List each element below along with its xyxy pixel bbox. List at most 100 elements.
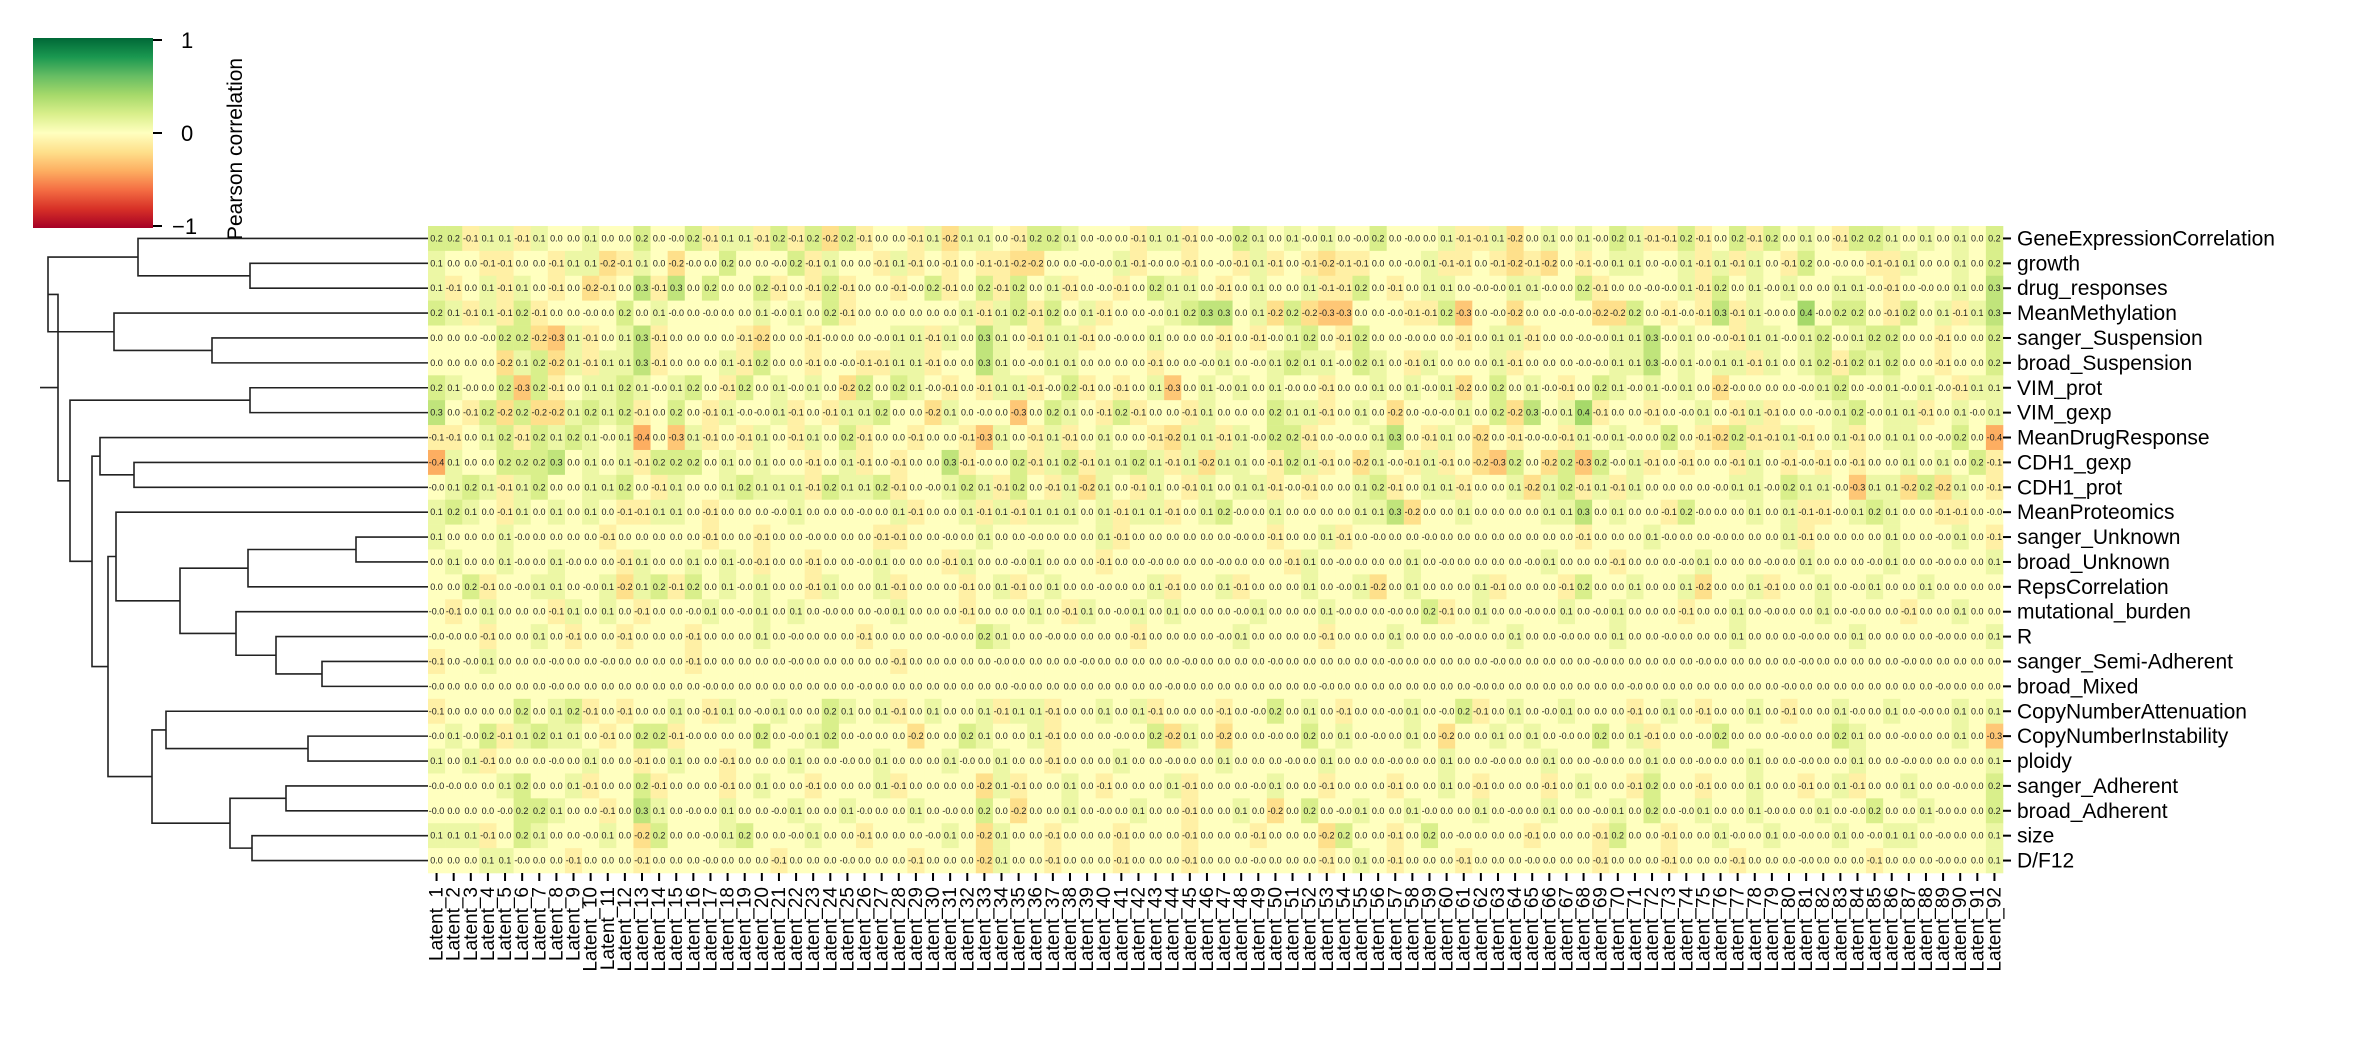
dendrogram-link [275, 635, 428, 675]
cell-value-label: 0.1 [756, 582, 769, 592]
cell-value-label: 0.2 [1372, 233, 1385, 243]
cell-value-label: 0.0 [1252, 806, 1265, 816]
cell-value-label: 0.1 [1509, 482, 1522, 492]
cell-value-label: 0.0 [1543, 656, 1556, 666]
cell-value-label: -0.0 [1867, 831, 1883, 841]
cell-value-label: 0.0 [1629, 283, 1642, 293]
heatmap-cell [1968, 250, 1987, 277]
cell-value-label: 0.0 [1269, 756, 1282, 766]
cell-value-label: 0.1 [1166, 308, 1179, 318]
cell-value-label: 0.1 [1868, 582, 1881, 592]
cell-value-label: 0.2 [1594, 731, 1607, 741]
cell-value-label: 0.1 [550, 433, 563, 443]
cell-value-label: -0.0 [463, 731, 479, 741]
cell-value-label: 0.1 [1509, 706, 1522, 716]
heatmap-cell [1626, 250, 1644, 277]
cell-value-label: 0.1 [687, 557, 700, 567]
cell-value-label: 0.1 [567, 607, 580, 617]
heatmap-cell [1078, 226, 1096, 252]
heatmap-cell [907, 300, 925, 326]
cell-value-label: 0.0 [1851, 258, 1864, 268]
cell-value-label: -0.0 [1593, 656, 1609, 666]
cell-value-label: 0.2 [1903, 308, 1916, 318]
cell-value-label: -0.0 [549, 656, 565, 666]
cell-value-label: 0.0 [824, 756, 837, 766]
cell-value-label: 0.0 [1184, 358, 1197, 368]
cell-value-label: 0.0 [1749, 383, 1762, 393]
cell-value-label: 0.0 [1714, 408, 1727, 418]
cell-value-label: -0.0 [1439, 706, 1455, 716]
cell-value-label: -0.0 [1096, 283, 1112, 293]
cell-value-label: 0.0 [567, 308, 580, 318]
cell-value-label: 0.1 [721, 557, 734, 567]
cell-value-label: -0.1 [1679, 607, 1695, 617]
cell-value-label: -0.2 [1165, 731, 1181, 741]
heatmap-cell [667, 300, 686, 326]
colorbar-tick-label: 1 [181, 28, 193, 53]
cell-value-label: -0.0 [1713, 532, 1729, 542]
cell-value-label: 0.1 [1885, 433, 1898, 443]
heatmap-cell [1609, 325, 1627, 351]
cell-value-label: 0.0 [1081, 781, 1094, 791]
cell-value-label: 0.0 [1766, 656, 1779, 666]
cell-value-label: 0.0 [756, 681, 769, 691]
cell-value-label: 0.0 [1492, 681, 1505, 691]
cell-value-label: 0.1 [687, 433, 700, 443]
cell-value-label: 0.0 [858, 532, 871, 542]
cell-value-label: 0.0 [1834, 632, 1847, 642]
heatmap-cell [1540, 250, 1559, 277]
cell-value-label: -0.0 [840, 358, 856, 368]
heatmap-cell [1677, 300, 1696, 326]
cell-value-label: 0.1 [756, 433, 769, 443]
cell-value-label: -0.1 [1045, 856, 1061, 866]
cell-value-label: -0.0 [1935, 557, 1951, 567]
heatmap-cell [513, 350, 532, 376]
cell-value-label: 0.1 [910, 383, 923, 393]
cell-value-label: 0.0 [721, 433, 734, 443]
heatmap-cell [650, 250, 668, 277]
cell-value-label: 0.3 [1526, 408, 1539, 418]
cell-value-label: 0.0 [1783, 856, 1796, 866]
heatmap-cell [462, 350, 480, 376]
cell-value-label: 0.3 [1218, 308, 1231, 318]
cell-value-label: -0.0 [1798, 856, 1814, 866]
cell-value-label: 0.2 [1577, 283, 1590, 293]
heatmap-cell [1352, 325, 1370, 351]
cell-value-label: 0.0 [1166, 333, 1179, 343]
cell-value-label: 0.0 [1064, 681, 1077, 691]
cell-value-label: 0.0 [602, 681, 615, 691]
cell-value-label: 0.0 [1029, 681, 1042, 691]
cell-value-label: 0.1 [1064, 482, 1077, 492]
cell-value-label: 0.0 [910, 557, 923, 567]
cell-value-label: -0.2 [925, 408, 941, 418]
cell-value-label: 0.0 [1423, 507, 1436, 517]
heatmap-cell [650, 275, 668, 301]
cell-value-label: -0.1 [1781, 706, 1797, 716]
cell-value-label: -0.1 [1028, 333, 1044, 343]
cell-value-label: 0.0 [738, 681, 751, 691]
cell-value-label: -0.0 [686, 731, 702, 741]
heatmap-cell [701, 226, 720, 252]
cell-value-label: 0.1 [1406, 806, 1419, 816]
heatmap-cell [1746, 300, 1764, 326]
cell-value-label: 0.1 [1903, 433, 1916, 443]
cell-value-label: 0.0 [1081, 831, 1094, 841]
cell-value-label: -0.2 [977, 781, 993, 791]
cell-value-label: 0.0 [738, 532, 751, 542]
cell-value-label: 0.0 [1372, 681, 1385, 691]
cell-value-label: 0.0 [1423, 582, 1436, 592]
cell-value-label: -0.0 [1216, 258, 1232, 268]
cell-value-label: -0.1 [1216, 706, 1232, 716]
heatmap-cell [1694, 300, 1713, 326]
cell-value-label: -0.1 [497, 283, 513, 293]
cell-value-label: 0.1 [1971, 383, 1984, 393]
cell-value-label: 0.0 [1663, 582, 1676, 592]
cell-value-label: -0.1 [1696, 258, 1712, 268]
cell-value-label: -0.1 [1850, 433, 1866, 443]
cell-value-label: 0.0 [499, 756, 512, 766]
cell-value-label: -0.1 [703, 706, 719, 716]
cell-value-label: 0.0 [619, 656, 632, 666]
cell-value-label: 0.1 [944, 482, 957, 492]
cell-value-label: -0.1 [1251, 333, 1267, 343]
cell-value-label: 0.0 [1560, 856, 1573, 866]
